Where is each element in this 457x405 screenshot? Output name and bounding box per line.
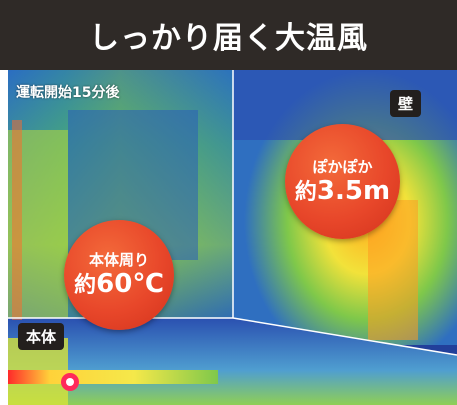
body-label: 本体 bbox=[18, 323, 65, 350]
distance-bubble: ぽかぽか 約3.5m bbox=[285, 124, 400, 239]
thermal-image-graphic bbox=[8, 70, 457, 405]
wall-label: 壁 bbox=[390, 90, 422, 117]
page-title: しっかり届く大温風 bbox=[0, 0, 457, 70]
thermal-image bbox=[8, 70, 457, 405]
temperature-approx: 約 bbox=[74, 273, 97, 298]
distance-bubble-value-line: 約3.5m bbox=[295, 177, 390, 207]
distance-bubble-label: ぽかぽか bbox=[312, 157, 373, 176]
distance-approx: 約 bbox=[294, 179, 317, 205]
temperature-bubble-value-line: 約60℃ bbox=[74, 270, 164, 300]
distance-value: 3.5m bbox=[316, 175, 391, 206]
temperature-bubble-label: 本体周り bbox=[88, 251, 149, 269]
temperature-bubble: 本体周り 約60℃ bbox=[64, 220, 174, 330]
elapsed-time-caption: 運転開始15分後 bbox=[16, 85, 120, 101]
temperature-value: 60℃ bbox=[96, 269, 164, 299]
